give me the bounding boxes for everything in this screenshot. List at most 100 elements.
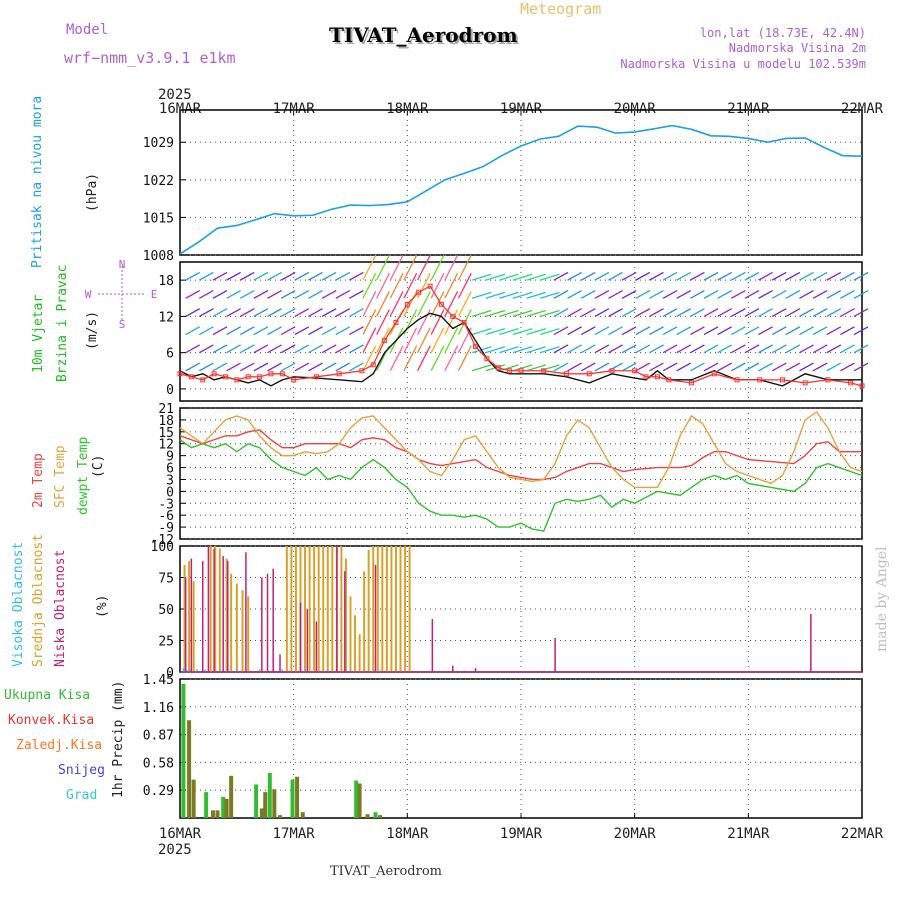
wind-gust-point <box>234 377 240 383</box>
pressure-frame <box>179 109 863 256</box>
wind-barb <box>349 326 364 336</box>
wind-barb <box>430 345 445 372</box>
wind-gust-point <box>200 377 206 383</box>
wind-barb <box>771 271 787 281</box>
wind-gust-point <box>825 377 831 383</box>
footer-station: TIVAT_Aerodrom <box>330 864 442 879</box>
wind-barb <box>403 254 418 281</box>
precip-ylabel: 1hr Precip (mm) <box>111 681 126 798</box>
wind-barb <box>362 291 377 317</box>
legend-conv-rain: Konvek.Kisa <box>8 713 94 728</box>
chart-marks <box>177 124 869 818</box>
wind-barb <box>199 362 214 372</box>
precip-ytick-label: 0.29 <box>143 784 174 799</box>
wind-barb <box>676 308 692 317</box>
bottom-time-tick-label: 20MAR <box>614 826 657 842</box>
wind-barb <box>335 344 351 354</box>
wind-barb <box>185 308 201 317</box>
wind-barb <box>226 308 241 317</box>
bottom-time-axis: 16MAR 17MAR 18MAR 19MAR 20MAR 21MAR 22MAR <box>159 813 884 842</box>
compass-letter: S <box>119 318 126 331</box>
pressure-ytick-label: 1029 <box>143 136 174 151</box>
precip-bar <box>215 810 220 818</box>
wind-barb <box>499 327 519 336</box>
wind-barb <box>690 271 705 281</box>
wind-gust-point <box>291 377 297 383</box>
wind-barb <box>594 344 610 354</box>
wind-barb <box>253 290 269 299</box>
wind-barb <box>226 326 241 336</box>
wind-barb <box>676 326 692 336</box>
wind-barb <box>635 326 651 336</box>
wind-barb <box>308 344 323 354</box>
wind-gust-point <box>779 377 785 383</box>
wind-barb <box>267 326 282 336</box>
credit-text: made by Angel <box>874 546 890 652</box>
wind-barb <box>280 308 296 317</box>
wind-barb <box>185 362 201 372</box>
wind-barb <box>730 290 746 299</box>
wind-barb <box>840 344 855 354</box>
temp-unit: (C) <box>91 455 106 478</box>
wind-barb <box>471 364 492 372</box>
station-title-shadow: TIVAT_Aerodrom <box>331 25 520 49</box>
wind-barb <box>321 362 337 372</box>
wind-barb <box>676 362 692 372</box>
wind-barb <box>212 344 228 354</box>
wind-barb <box>553 308 569 317</box>
top-time-tick-label: 17MAR <box>273 101 316 117</box>
precip-bar <box>254 784 259 818</box>
wind-barb <box>403 273 418 299</box>
precip-bar <box>221 796 226 818</box>
wind-barb <box>744 271 760 281</box>
wind-barb <box>608 308 623 317</box>
precip-bar <box>378 815 383 818</box>
wind-compass-icon: N S W E <box>85 258 158 331</box>
wind-barb <box>239 290 255 299</box>
wind-barb <box>512 346 533 354</box>
wind-barb <box>608 290 623 299</box>
wind-barb <box>812 271 828 281</box>
wind-barb <box>649 326 664 336</box>
wind-barb <box>389 273 404 299</box>
wind-barb <box>690 344 705 354</box>
wind-barb <box>840 308 855 317</box>
top-time-tick-label: 20MAR <box>614 101 657 117</box>
wind-barb <box>485 273 506 281</box>
wind-barb <box>567 362 582 372</box>
wind-barb <box>267 362 282 372</box>
wind-barb <box>540 327 560 336</box>
wind-barb <box>853 271 869 281</box>
wind-barb <box>758 290 773 299</box>
wind-gust-point <box>507 368 513 374</box>
wind-barb <box>771 308 787 317</box>
wind-gust-point <box>666 377 672 383</box>
pressure-unit: (hPa) <box>85 173 100 212</box>
pressure-line <box>179 124 863 255</box>
top-time-tick-label: 21MAR <box>727 101 770 117</box>
wind-barb <box>526 273 546 281</box>
compass-letter: W <box>85 288 92 301</box>
year-bottom: 2025 <box>158 842 192 858</box>
wind-barb <box>362 327 377 353</box>
wind-barb <box>840 362 855 372</box>
wind-barb <box>826 290 842 299</box>
wind-ytick-label: 0 <box>166 383 174 398</box>
wind-barb <box>840 271 855 281</box>
wind-barb <box>321 344 337 354</box>
pressure-ylabel: Pritisak na nivou mora <box>30 96 45 268</box>
wind-gust-point <box>313 374 319 380</box>
wind-barb <box>280 326 296 336</box>
wind-barb <box>621 271 637 281</box>
legend-frozen-rain: Zaledj.Kisa <box>16 738 102 753</box>
wind-barb <box>567 344 582 354</box>
top-time-tick-label: 18MAR <box>386 101 429 117</box>
wind-gust-point <box>404 301 410 307</box>
wind-barb <box>853 362 869 372</box>
wind-barb <box>540 364 560 372</box>
wind-gust-point <box>563 371 569 377</box>
temp-ytick-label: 0 <box>166 485 174 500</box>
wind-barb <box>853 326 869 336</box>
wind-barb <box>471 327 492 336</box>
